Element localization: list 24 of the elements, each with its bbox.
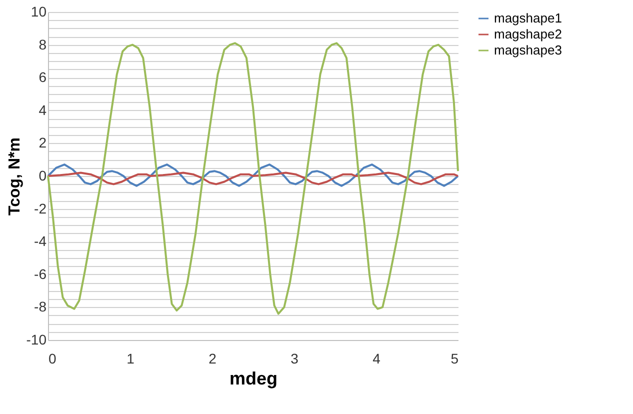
y-axis-title: Tcog, N*m (6, 138, 24, 216)
y-tick-label: 4 (38, 102, 47, 118)
y-tick-label: 0 (38, 168, 47, 184)
line-series (47, 42, 459, 315)
x-tick-label: 2 (208, 350, 217, 366)
legend-label: magshape3 (494, 42, 562, 58)
y-tick-label: -2 (34, 200, 47, 216)
line-series (47, 172, 459, 186)
legend-label: magshape1 (494, 10, 562, 26)
y-tick-label: 2 (38, 134, 47, 151)
x-axis-title: mdeg (229, 368, 278, 388)
y-tick-label: 6 (38, 69, 47, 86)
x-tick-label: 5 (450, 350, 459, 366)
y-tick-label: -10 (26, 332, 47, 348)
line-series (47, 164, 459, 187)
y-tick-label: 10 (30, 4, 47, 20)
x-tick-label: 3 (290, 350, 299, 366)
y-tick-label: -4 (34, 233, 47, 250)
x-tick-label: 4 (372, 350, 381, 366)
legend-label: magshape2 (494, 26, 562, 42)
x-tick-label: 1 (126, 350, 135, 366)
y-tick-label: -6 (34, 266, 47, 282)
y-tick-label: 8 (38, 36, 47, 52)
y-tick-label: -8 (34, 298, 47, 315)
